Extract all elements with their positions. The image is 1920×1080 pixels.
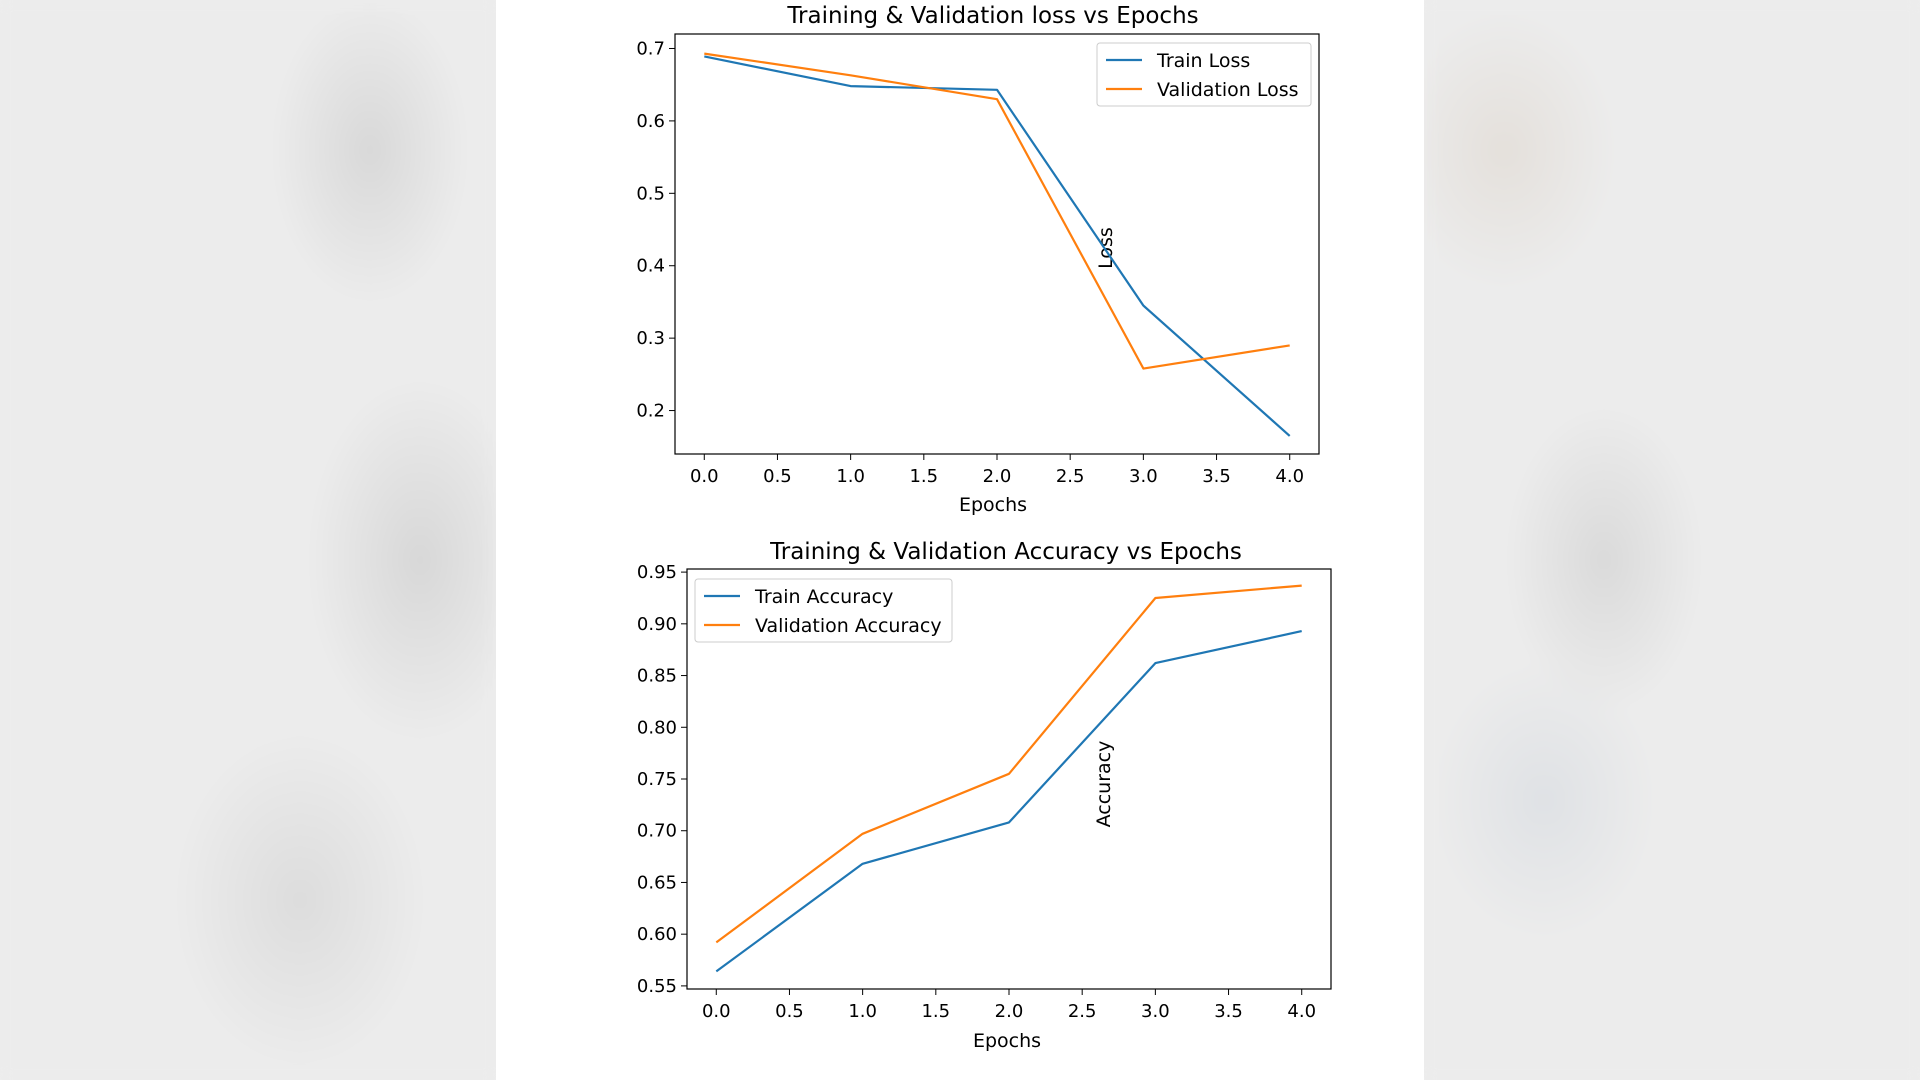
accuracy-y-tick-label: 0.80: [637, 717, 677, 738]
accuracy-x-tick-label: 3.0: [1141, 1001, 1170, 1022]
loss-y-tick-label: 0.7: [636, 38, 665, 59]
loss-chart-title: Training & Validation loss vs Epochs: [786, 3, 1198, 29]
accuracy-y-tick-label: 0.60: [637, 924, 677, 945]
accuracy-chart-title: Training & Validation Accuracy vs Epochs: [769, 539, 1242, 565]
accuracy-y-tick-label: 0.75: [637, 769, 677, 790]
blurred-backdrop-left: [0, 0, 496, 1080]
accuracy-x-tick-label: 1.0: [848, 1001, 877, 1022]
accuracy-x-tick-label: 0.5: [775, 1001, 804, 1022]
loss-y-tick-label: 0.6: [636, 111, 665, 132]
accuracy-x-tick-label: 1.5: [921, 1001, 950, 1022]
loss-plot-area: 0.0 0.5 1.0 1.5 2.0 2.5 3.0 3.5 4.0 0.2 0.3 0.4 0.5 0…: [636, 33, 1320, 487]
accuracy-chart: Training & Validation Accuracy vs Epochs…: [637, 539, 1332, 1052]
accuracy-y-tick-label: 0.55: [637, 976, 677, 997]
accuracy-x-tick-label: 0.0: [702, 1001, 731, 1022]
accuracy-series-line-0: [715, 630, 1302, 973]
accuracy-legend-label-0: Train Accuracy: [754, 586, 893, 608]
accuracy-legend: [694, 578, 953, 643]
accuracy-y-tick-label: 0.90: [637, 614, 677, 635]
accuracy-y-tick-label: 0.70: [637, 821, 677, 842]
accuracy-plot-area: 0.0 0.5 1.0 1.5 2.0 2.5 3.0 3.5 4.0 0.55 0.60 0.65 0…: [637, 562, 1332, 1022]
accuracy-x-tick-label: 2.0: [995, 1001, 1024, 1022]
loss-y-tick-label: 0.3: [636, 328, 665, 349]
loss-legend: [1096, 42, 1312, 107]
figure-canvas: Training & Validation loss vs Epochs Epo…: [496, 0, 1424, 1080]
loss-x-tick-label: 0.0: [690, 466, 719, 487]
loss-y-tick-label: 0.2: [636, 401, 665, 422]
accuracy-x-tick-label: 4.0: [1287, 1001, 1316, 1022]
loss-chart-xlabel: Epochs: [959, 494, 1027, 516]
loss-x-tick-label: 2.0: [983, 466, 1012, 487]
loss-legend-label-0: Train Loss: [1156, 50, 1250, 72]
loss-x-tick-label: 1.5: [909, 466, 938, 487]
loss-x-tick-label: 4.0: [1275, 466, 1304, 487]
blurred-backdrop-right: [1424, 0, 1920, 1080]
accuracy-chart-ylabel: Accuracy: [1093, 741, 1115, 828]
loss-x-tick-label: 2.5: [1056, 466, 1085, 487]
loss-x-tick-label: 1.0: [836, 466, 865, 487]
accuracy-y-tick-label: 0.95: [637, 562, 677, 583]
loss-series-line-0: [704, 55, 1291, 437]
accuracy-chart-xlabel: Epochs: [973, 1030, 1041, 1052]
accuracy-y-tick-label: 0.85: [637, 666, 677, 687]
loss-chart: Training & Validation loss vs Epochs Epo…: [636, 3, 1320, 516]
accuracy-y-tick-label: 0.65: [637, 872, 677, 893]
loss-series-line-1: [704, 52, 1290, 370]
loss-legend-label-1: Validation Loss: [1157, 79, 1299, 101]
accuracy-x-tick-label: 2.5: [1068, 1001, 1097, 1022]
accuracy-legend-label-1: Validation Accuracy: [755, 615, 942, 637]
loss-x-tick-label: 3.0: [1129, 466, 1158, 487]
loss-x-tick-label: 0.5: [763, 466, 792, 487]
loss-y-tick-label: 0.5: [636, 183, 665, 204]
loss-y-tick-label: 0.4: [636, 256, 665, 277]
loss-x-tick-label: 3.5: [1202, 466, 1231, 487]
accuracy-x-tick-label: 3.5: [1214, 1001, 1243, 1022]
figure-svg: Training & Validation loss vs Epochs Epo…: [636, 3, 1332, 1052]
accuracy-series-line-1: [715, 584, 1302, 944]
